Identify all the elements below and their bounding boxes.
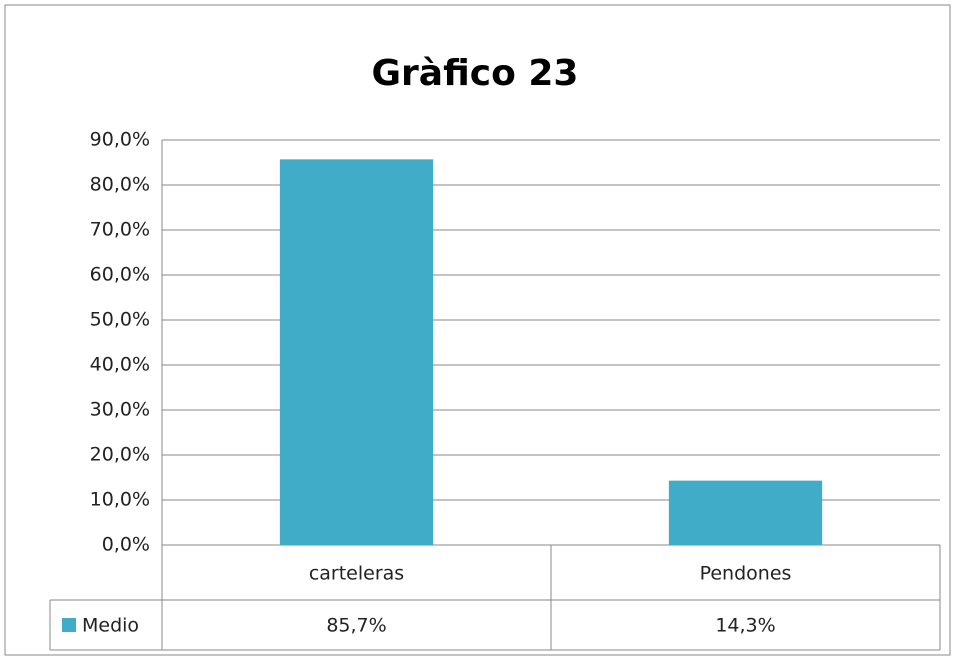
legend-key	[62, 618, 76, 632]
bar	[279, 159, 434, 545]
legend-label: Medio	[82, 615, 139, 637]
y-tick-label: 80,0%	[90, 174, 150, 196]
data-table-value: 85,7%	[326, 615, 386, 637]
y-tick-label: 70,0%	[90, 219, 150, 241]
y-tick-label: 30,0%	[90, 399, 150, 421]
x-tick-label: Pendones	[700, 563, 792, 585]
bar	[668, 480, 823, 545]
y-tick-label: 20,0%	[90, 444, 150, 466]
y-tick-label: 10,0%	[90, 489, 150, 511]
data-table-value: 14,3%	[715, 615, 775, 637]
x-tick-label: carteleras	[309, 563, 404, 585]
chart-title: Gràfico 23	[372, 53, 579, 94]
y-tick-label: 60,0%	[90, 264, 150, 286]
y-tick-label: 90,0%	[90, 129, 150, 151]
y-tick-label: 0,0%	[102, 534, 150, 556]
y-tick-label: 40,0%	[90, 354, 150, 376]
y-tick-label: 50,0%	[90, 309, 150, 331]
